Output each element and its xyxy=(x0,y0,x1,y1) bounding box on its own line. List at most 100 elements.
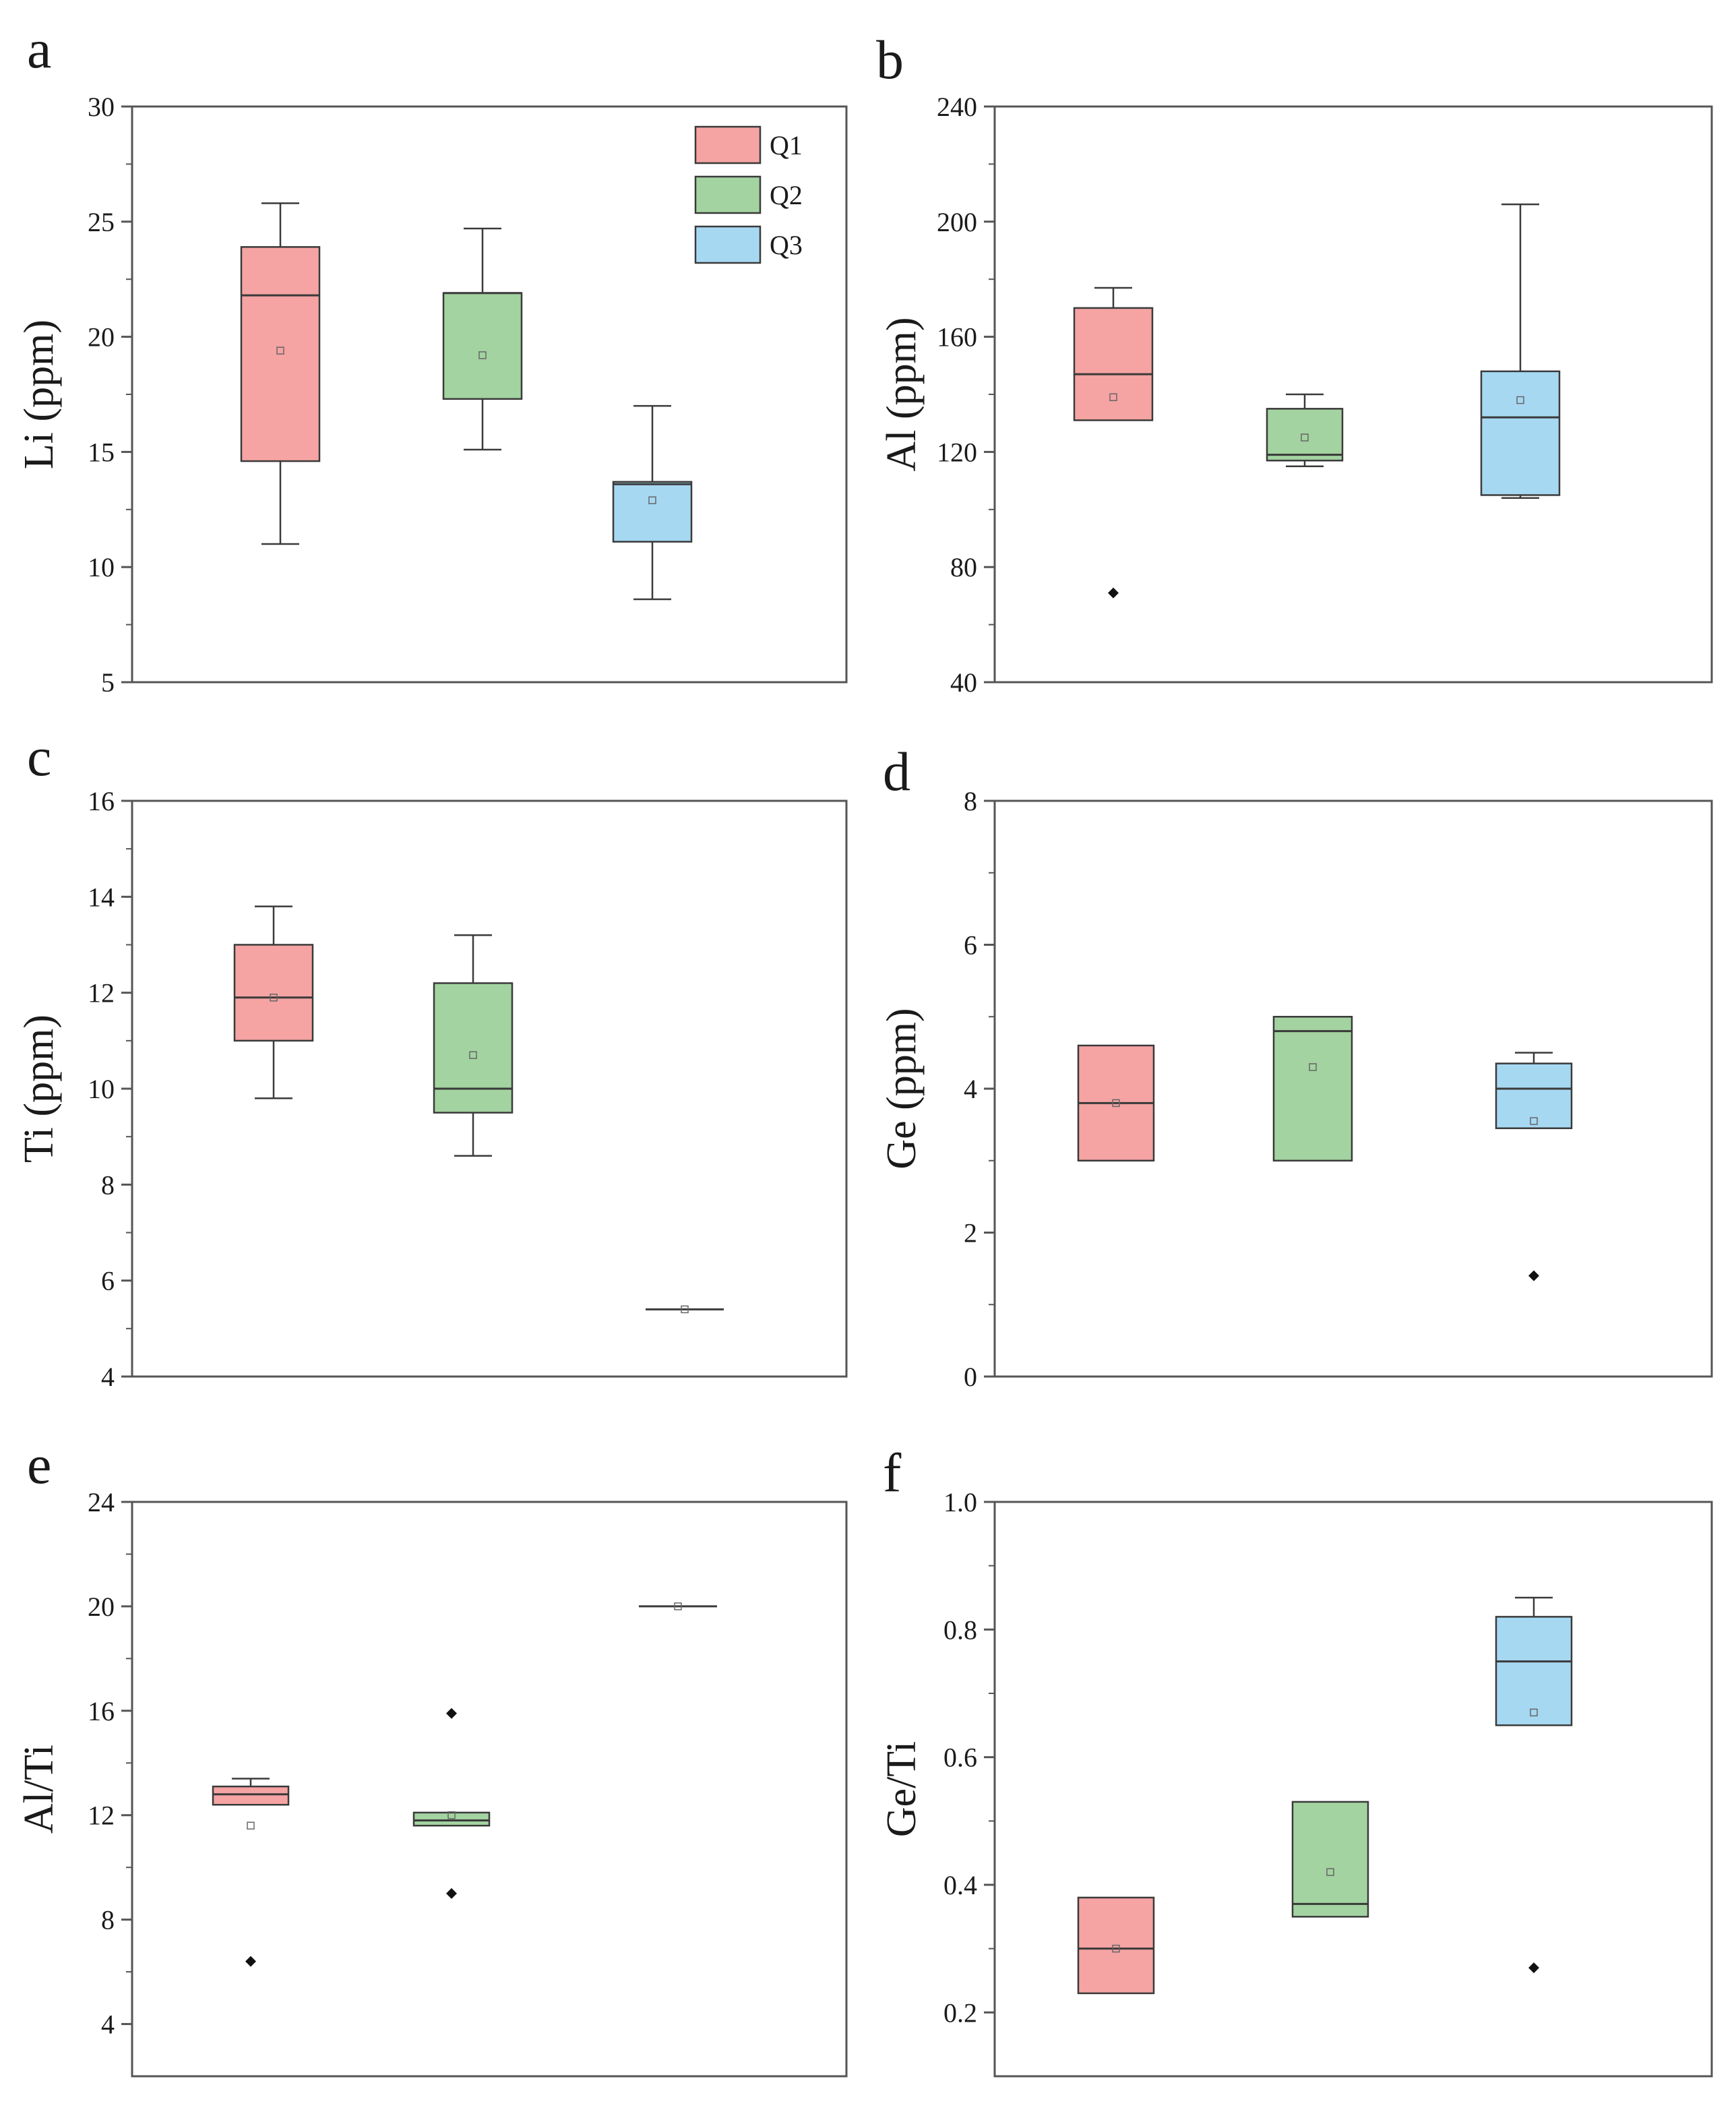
mean-marker-a-q2 xyxy=(478,351,487,359)
y-tick-label-c: 6 xyxy=(101,1266,115,1296)
mean-marker-c-q2 xyxy=(469,1051,477,1059)
outlier-point-e-q1 xyxy=(245,1956,256,1967)
mean-marker-d-q3 xyxy=(1530,1117,1538,1125)
box-e-q3 xyxy=(639,1602,717,1610)
box-body-d-q3 xyxy=(1495,1062,1573,1129)
y-tick-label-e: 8 xyxy=(101,1905,115,1935)
legend-swatch-q1 xyxy=(694,125,762,164)
box-f-q3 xyxy=(1495,1596,1573,1974)
mean-marker-d-q2 xyxy=(1309,1063,1317,1071)
box-d-q3 xyxy=(1495,1052,1573,1281)
y-tick-label-b: 240 xyxy=(937,92,977,122)
legend-label-q1: Q1 xyxy=(770,130,803,160)
box-a-q3 xyxy=(612,404,693,601)
y-axis-title-a: Li (ppm) xyxy=(16,320,62,469)
y-tick-label-a: 5 xyxy=(101,667,115,698)
box-body-b-q1 xyxy=(1073,307,1154,421)
outlier-point-f-q3 xyxy=(1528,1962,1539,1974)
box-body-f-q3 xyxy=(1495,1616,1573,1726)
y-tick-label-a: 20 xyxy=(88,322,115,353)
panel-f: f Ge/Ti 0.2 0.4 0.6 0.8 1.0 xyxy=(879,1442,1713,2078)
legend-swatch-q2 xyxy=(694,175,762,214)
outlier-point-e-q2 xyxy=(446,1888,457,1899)
y-tick-label-b: 40 xyxy=(950,667,977,698)
y-tick-label-f: 0.8 xyxy=(943,1614,977,1645)
box-body-c-q1 xyxy=(233,944,314,1042)
y-tick-label-b: 80 xyxy=(950,552,977,582)
box-body-d-q2 xyxy=(1272,1016,1353,1161)
panel-letter-c: c xyxy=(27,726,51,787)
panel-letter-a: a xyxy=(27,18,51,80)
mean-marker-b-q1 xyxy=(1109,393,1117,402)
outlier-point-b-q1 xyxy=(1108,587,1119,599)
y-tick-label-d: 2 xyxy=(964,1218,977,1248)
box-d-q1 xyxy=(1077,1044,1155,1161)
y-tick-label-f: 0.4 xyxy=(943,1870,977,1900)
box-body-c-q2 xyxy=(433,982,514,1114)
box-d-q2 xyxy=(1272,1016,1353,1161)
y-tick-label-a: 10 xyxy=(88,552,115,582)
y-axis-title-f: Ge/Ti xyxy=(879,1741,925,1837)
panel-d: d Ge (ppm) 0 2 4 6 8 xyxy=(879,741,1713,1392)
box-body-a-q3 xyxy=(612,481,693,543)
mean-marker-b-q3 xyxy=(1516,396,1524,404)
mean-marker-c-q3 xyxy=(681,1305,689,1314)
mean-marker-e-q2 xyxy=(447,1811,456,1819)
y-tick-label-d: 8 xyxy=(964,786,977,816)
mean-marker-f-q2 xyxy=(1326,1868,1334,1876)
box-f-q2 xyxy=(1291,1801,1369,1918)
y-tick-label-c: 4 xyxy=(101,1362,115,1392)
y-tick-label-a: 30 xyxy=(88,92,115,122)
plot-frame-e xyxy=(131,1501,848,2078)
box-c-q3 xyxy=(646,1305,724,1314)
y-tick-label-a: 15 xyxy=(88,437,115,467)
mean-marker-b-q2 xyxy=(1301,433,1309,442)
y-tick-label-e: 20 xyxy=(88,1592,115,1622)
box-body-e-q1 xyxy=(212,1785,290,1806)
y-tick-label-f: 1.0 xyxy=(943,1487,977,1517)
mean-marker-d-q1 xyxy=(1112,1099,1120,1108)
box-b-q3 xyxy=(1480,203,1561,499)
panel-letter-b: b xyxy=(876,29,904,90)
y-tick-label-c: 10 xyxy=(88,1074,115,1104)
y-tick-label-c: 16 xyxy=(88,786,115,816)
box-b-q1 xyxy=(1073,286,1154,599)
y-tick-label-b: 120 xyxy=(937,437,977,467)
legend-label-q3: Q3 xyxy=(770,230,803,260)
mean-marker-e-q1 xyxy=(247,1821,255,1830)
y-tick-label-e: 24 xyxy=(88,1487,115,1517)
y-axis-title-c: Ti (ppm) xyxy=(16,1015,62,1163)
legend-swatch-q3 xyxy=(694,225,762,264)
y-tick-label-d: 0 xyxy=(964,1362,977,1392)
y-tick-label-a: 25 xyxy=(88,207,115,237)
mean-marker-a-q1 xyxy=(276,346,284,355)
box-e-q1 xyxy=(212,1778,290,1967)
y-tick-label-e: 16 xyxy=(88,1696,115,1726)
plot-frame-f xyxy=(993,1501,1713,2078)
box-body-a-q2 xyxy=(442,292,523,400)
y-tick-label-e: 12 xyxy=(88,1801,115,1831)
outlier-point-d-q3 xyxy=(1528,1270,1539,1281)
mean-marker-f-q3 xyxy=(1530,1708,1538,1717)
legend-a: Q1 Q2 Q3 xyxy=(694,125,803,264)
mean-marker-e-q3 xyxy=(674,1602,682,1610)
y-tick-label-b: 160 xyxy=(937,322,977,353)
panel-c: c Ti (ppm) 4 6 8 10 12 14 16 xyxy=(16,726,848,1392)
y-tick-label-f: 0.2 xyxy=(943,1997,977,2028)
box-body-b-q2 xyxy=(1266,408,1344,462)
box-c-q1 xyxy=(233,905,314,1099)
box-e-q2 xyxy=(412,1708,491,1899)
box-b-q2 xyxy=(1266,393,1344,467)
panel-b: b Al (ppm) 40 80 120 160 200 240 xyxy=(876,29,1713,698)
y-axis-title-b: Al (ppm) xyxy=(879,317,925,471)
panel-letter-f: f xyxy=(883,1442,902,1503)
y-tick-label-c: 14 xyxy=(88,882,115,912)
panel-a: a Li (ppm) 5 10 15 20 25 30 Q1 Q2 Q3 xyxy=(16,18,848,698)
y-tick-label-b: 200 xyxy=(937,207,977,237)
y-axis-title-e: Al/Ti xyxy=(16,1745,62,1834)
y-axis-title-d: Ge (ppm) xyxy=(879,1008,925,1169)
panel-e: e Al/Ti 4 8 12 16 20 24 xyxy=(16,1434,848,2078)
outlier-point-e-q2 xyxy=(446,1708,457,1719)
mean-marker-c-q1 xyxy=(270,994,278,1002)
y-tick-label-c: 12 xyxy=(88,978,115,1008)
